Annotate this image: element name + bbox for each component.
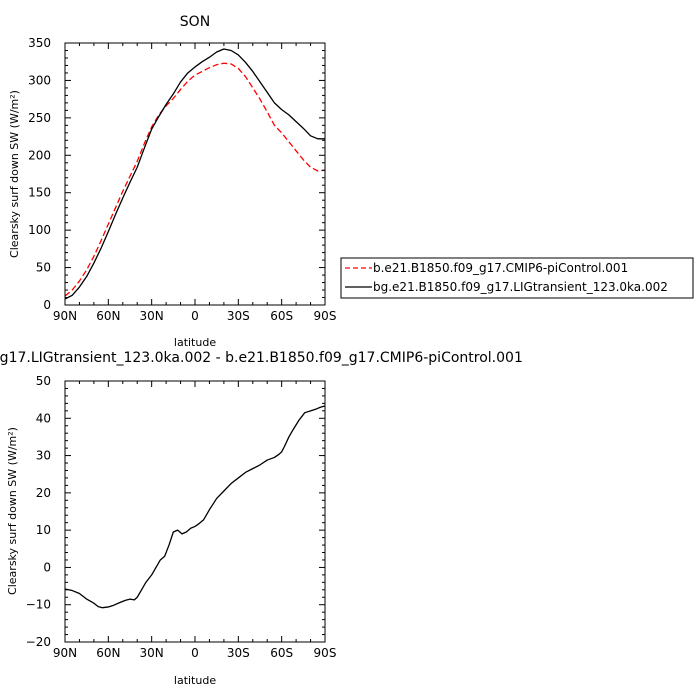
top-y-tick-label: 300 [28,73,51,87]
bottom-x-tick-label: 0 [191,646,199,660]
bottom-x-tick-label: 90S [314,646,337,660]
bottom-x-tick-label: 60S [270,646,293,660]
bottom-y-tick-label: 50 [36,374,51,388]
bottom-y-tick-label: 20 [36,486,51,500]
legend-label-piControl: b.e21.B1850.f09_g17.CMIP6-piControl.001 [373,261,628,275]
top-y-tick-label: 350 [28,36,51,50]
bottom-x-axis-label: latitude [174,674,216,687]
top-series-line-0 [64,62,326,297]
bottom-panel: bg.e21.B1850.f09_g17.LIGtransient_123.0k… [0,350,523,687]
bottom-x-tick-label: 90N [53,646,77,660]
top-y-tick-label: 50 [36,261,51,275]
legend: b.e21.B1850.f09_g17.CMIP6-piControl.001 … [340,257,694,299]
top-y-tick-label: 250 [28,111,51,125]
bottom-x-tick-label: 60N [96,646,120,660]
legend-frame [340,257,694,299]
bottom-y-tick-label: 30 [36,449,51,463]
bottom-y-tick-label: −20 [26,635,51,649]
top-x-tick-label: 90S [314,309,337,323]
top-x-axis-label: latitude [174,336,216,349]
bottom-x-tick-label: 30N [140,646,164,660]
top-plot-frame [64,42,326,306]
top-x-tick-label: 30N [140,309,164,323]
top-x-tick-label: 60S [270,309,293,323]
top-panel: SON 90N 60N 30N 0 30S 60S 90S 0 50 100 150 200 250 30… [8,14,336,349]
bottom-y-tick-label: 40 [36,411,51,425]
top-y-tick-label: 200 [28,148,51,162]
top-y-axis-label: Clearsky surf down SW (W/m²) [8,90,21,258]
bottom-series-line-0 [64,405,326,609]
bottom-plot-frame [64,380,326,643]
top-x-tick-label: 90N [53,309,77,323]
legend-label-LIGtransient: bg.e21.B1850.f09_g17.LIGtransient_123.0k… [373,280,668,294]
top-y-tick-label: 0 [43,298,51,312]
top-chart-marks [64,48,326,300]
top-series-line-1 [64,48,325,300]
bottom-y-tick-label: 10 [36,523,51,537]
top-chart-ticks: 90N 60N 30N 0 30S 60S 90S 0 50 100 150 200 250 300 350 [28,36,336,323]
top-chart-title: SON [180,14,210,30]
top-x-tick-label: 60N [96,309,120,323]
bottom-x-tick-label: 30S [227,646,250,660]
bottom-chart-ticks: 90N 60N 30N 0 30S 60S 90S −20 −10 0 10 20 30 40 50 [26,374,337,660]
top-x-tick-label: 0 [191,309,199,323]
bottom-y-tick-label: 0 [43,560,51,574]
top-x-tick-label: 30S [227,309,250,323]
top-y-tick-label: 100 [28,223,51,237]
bottom-y-axis-label: Clearsky surf down SW (W/m²) [6,427,19,595]
bottom-chart-marks [64,405,326,609]
bottom-chart-title: bg.e21.B1850.f09_g17.LIGtransient_123.0k… [0,350,523,366]
top-y-tick-label: 150 [28,186,51,200]
bottom-y-tick-label: −10 [26,598,51,612]
